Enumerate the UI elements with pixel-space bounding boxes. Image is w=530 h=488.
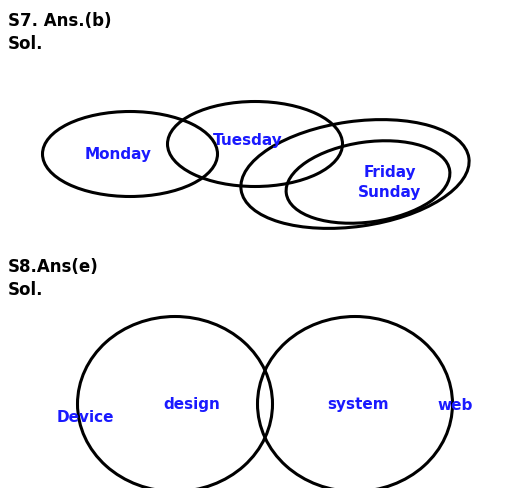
Text: web: web [437, 397, 473, 412]
Text: Sunday: Sunday [358, 185, 422, 200]
Text: S7. Ans.(b): S7. Ans.(b) [8, 12, 111, 30]
Text: Device: Device [56, 409, 114, 425]
Text: design: design [164, 397, 220, 412]
Text: Sol.: Sol. [8, 35, 43, 53]
Text: system: system [327, 397, 389, 412]
Text: Tuesday: Tuesday [213, 132, 283, 147]
Text: Sol.: Sol. [8, 281, 43, 298]
Text: Friday: Friday [364, 164, 416, 179]
Text: S8.Ans(e): S8.Ans(e) [8, 258, 99, 275]
Text: Monday: Monday [84, 147, 152, 162]
